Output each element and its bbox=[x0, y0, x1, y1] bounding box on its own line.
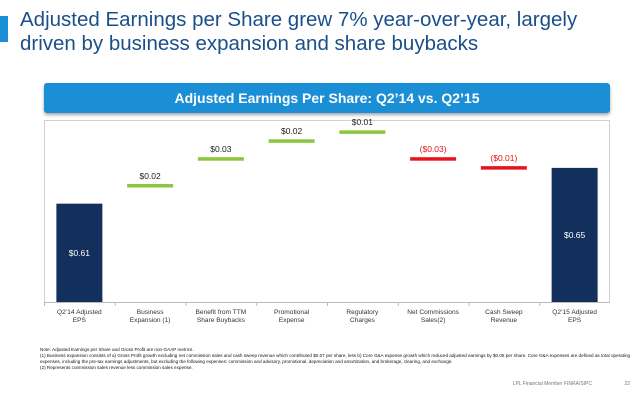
accent-bar bbox=[0, 16, 8, 42]
total-bar bbox=[551, 167, 598, 302]
x-tick-label: Promotional Expense bbox=[274, 309, 310, 324]
x-tick-label: Q2’15 Adjusted EPS bbox=[552, 309, 597, 324]
footnote-note: Note: Adjusted Earnings per Share and Gr… bbox=[40, 347, 194, 352]
plot-frame bbox=[44, 120, 610, 303]
page-number: 22 bbox=[624, 381, 630, 387]
x-tick-label: Regulatory Charges bbox=[346, 309, 379, 324]
footer-brand: LPL Financial Member FINRA/SIPC bbox=[512, 381, 592, 387]
decrease-bar bbox=[480, 166, 527, 170]
increase-bar bbox=[268, 139, 315, 143]
total-bar bbox=[56, 203, 103, 302]
footnotes: Note: Adjusted Earnings per Share and Gr… bbox=[40, 347, 636, 371]
bar-value-label: $0.03 bbox=[210, 144, 232, 154]
increase-bar bbox=[197, 157, 244, 161]
increase-bar bbox=[127, 184, 174, 188]
increase-bar bbox=[339, 130, 386, 134]
waterfall-chart: $0.61 Q2’14 Adjusted EPS $0.02 Business Expan… bbox=[44, 117, 610, 335]
bar-value-label: $0.61 bbox=[69, 248, 91, 258]
x-tick-label: Business Expansion (1) bbox=[130, 309, 171, 324]
waterfall-chart-svg: $0.61 Q2’14 Adjusted EPS $0.02 Business Expan… bbox=[44, 117, 610, 324]
x-tick-label: Q2’14 Adjusted EPS bbox=[57, 309, 102, 324]
bar-value-label: $0.02 bbox=[139, 171, 161, 181]
chart-title: Adjusted Earnings Per Share: Q2’14 vs. Q… bbox=[174, 90, 480, 106]
chart-banner: Adjusted Earnings Per Share: Q2’14 vs. Q… bbox=[44, 83, 610, 113]
bar-value-label: $0.02 bbox=[281, 126, 303, 136]
x-tick-label: Net Commissions Sales(2) bbox=[407, 309, 459, 324]
bar-value-label: $0.01 bbox=[352, 117, 374, 127]
decrease-bar bbox=[410, 157, 457, 161]
slide-title: Adjusted Earnings per Share grew 7% year… bbox=[20, 8, 578, 55]
footnote-2: (2) Represents commission sales revenue … bbox=[40, 365, 193, 370]
bar-value-label: ($0.01) bbox=[490, 153, 517, 163]
footnote-1: (1) Business expansion consists of a) Gr… bbox=[40, 353, 631, 364]
bar-value-label: $0.65 bbox=[564, 230, 586, 240]
x-tick-label: Benefit from TTM Share Buybacks bbox=[195, 309, 246, 324]
bar-value-label: ($0.03) bbox=[420, 144, 447, 154]
x-tick-label: Cash Sweep Revenue bbox=[485, 309, 523, 324]
